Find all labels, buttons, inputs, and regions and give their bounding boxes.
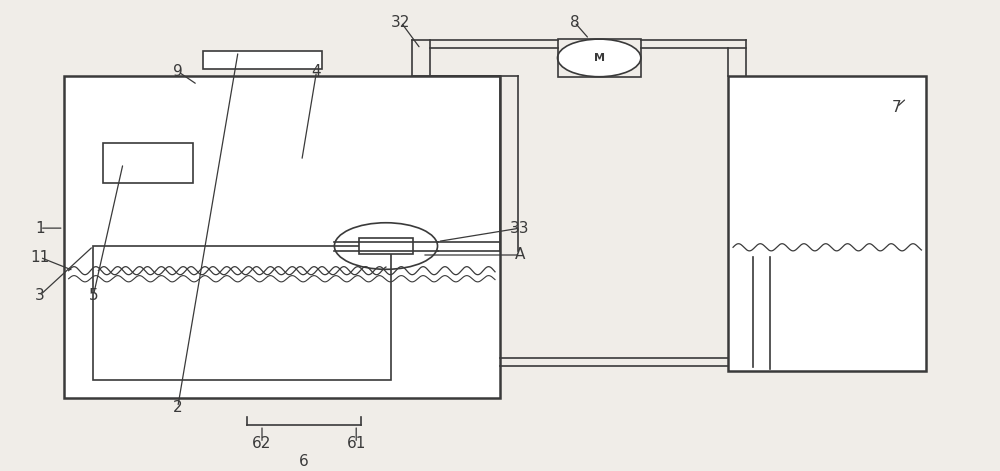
Text: 32: 32 xyxy=(391,15,411,30)
Text: A: A xyxy=(515,247,525,262)
Bar xyxy=(558,39,641,77)
Text: 9: 9 xyxy=(173,64,183,79)
Bar xyxy=(93,246,391,381)
Text: 1: 1 xyxy=(35,220,45,236)
Text: 7: 7 xyxy=(892,100,901,114)
Bar xyxy=(359,238,413,254)
Text: 33: 33 xyxy=(510,220,530,236)
Text: 4: 4 xyxy=(312,64,321,79)
Text: 5: 5 xyxy=(89,288,98,303)
Text: 3: 3 xyxy=(35,288,45,303)
Text: 8: 8 xyxy=(570,15,579,30)
Text: 61: 61 xyxy=(347,436,366,451)
Bar xyxy=(64,76,500,398)
Text: 2: 2 xyxy=(173,400,183,415)
Text: 62: 62 xyxy=(252,436,272,451)
Text: 11: 11 xyxy=(30,250,49,265)
Text: 6: 6 xyxy=(299,454,309,469)
Bar xyxy=(203,51,322,69)
Circle shape xyxy=(558,39,641,77)
Bar xyxy=(728,76,926,372)
Bar xyxy=(103,143,193,183)
Text: M: M xyxy=(594,53,605,63)
